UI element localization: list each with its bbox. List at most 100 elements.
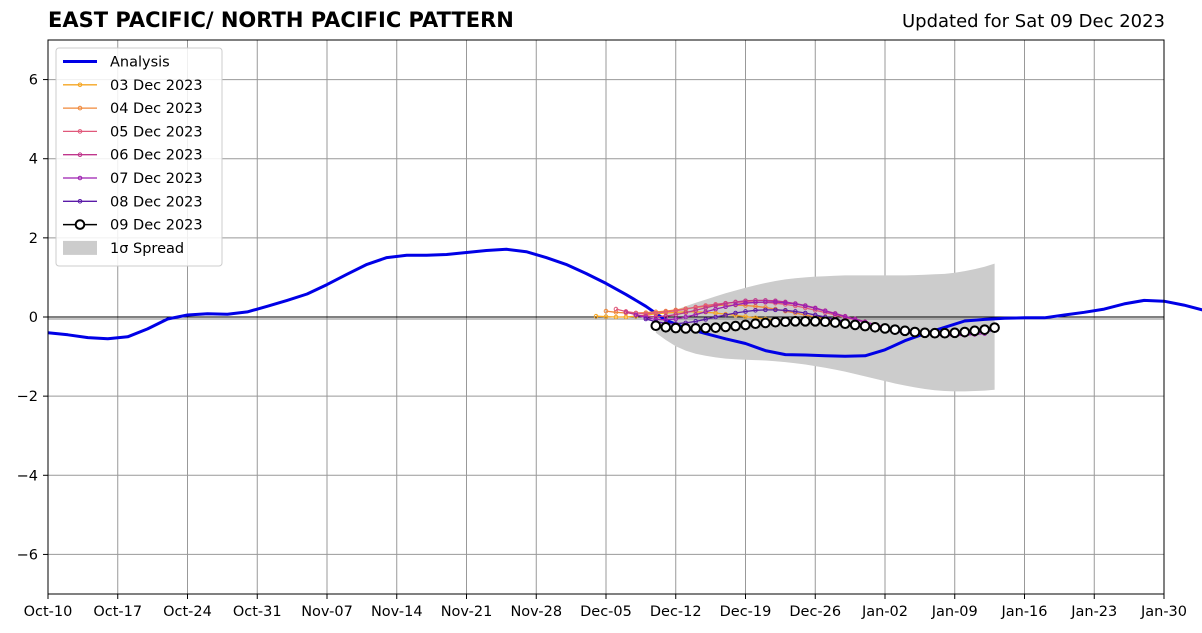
legend-marker: [77, 152, 83, 157]
forecast-point: [623, 309, 629, 315]
forecast-point: [889, 324, 901, 335]
forecast-point: [673, 316, 679, 322]
forecast-point: [723, 312, 728, 318]
forecast-point: [959, 326, 971, 338]
legend-entry: 04 Dec 2023: [63, 101, 203, 117]
forecast-point: [780, 316, 791, 328]
forecast-point: [793, 301, 798, 307]
legend: Analysis 03 Dec 2023 04 Dec 2023 05 Dec 202…: [55, 47, 223, 267]
forecast-point: [812, 305, 818, 311]
y-tick-label: 6: [29, 73, 38, 89]
forecast-point: [703, 317, 708, 322]
x-tick-label: Nov-14: [371, 604, 423, 620]
forecast-point: [613, 314, 619, 320]
legend-entry: 05 Dec 2023: [63, 124, 203, 140]
forecast-point: [809, 316, 821, 327]
legend-entry: 03 Dec 2023: [63, 78, 203, 94]
legend-marker: [77, 105, 83, 111]
legend-label: 1σ Spread: [110, 241, 184, 257]
forecast-point: [690, 323, 701, 334]
forecast-point: [770, 316, 781, 328]
forecast-point: [979, 324, 990, 335]
legend-box: [55, 47, 223, 267]
x-tick-label: Dec-05: [580, 604, 632, 620]
forecast-point: [663, 309, 669, 315]
forecast-point: [819, 316, 831, 328]
forecast-point: [842, 314, 848, 319]
x-tick-label: Dec-12: [650, 604, 702, 620]
legend-marker: [77, 82, 83, 88]
legend-label: Analysis: [110, 55, 170, 71]
forecast-point: [859, 320, 871, 332]
legend-marker: [77, 199, 83, 204]
chart-subtitle: Updated for Sat 09 Dec 2023: [901, 11, 1165, 32]
forecast-point: [822, 308, 828, 314]
legend-marker: [77, 129, 83, 134]
forecast-point: [670, 322, 682, 334]
forecast-point: [879, 323, 891, 334]
x-tick-label: Jan-02: [861, 604, 908, 620]
forecast-point: [743, 309, 748, 314]
forecast-point: [743, 314, 748, 319]
forecast-point: [899, 325, 911, 337]
x-tick-label: Nov-07: [301, 604, 353, 620]
forecast-point: [760, 317, 771, 329]
y-tick-label: −2: [17, 389, 38, 405]
y-tick-label: 4: [29, 152, 38, 168]
forecast-point: [660, 321, 672, 333]
forecast-point: [832, 311, 838, 317]
forecast-point: [949, 327, 961, 339]
legend-entry: Analysis: [63, 55, 170, 71]
forecast-point: [653, 314, 659, 319]
forecast-point: [723, 304, 728, 310]
series-layer: [47, 247, 1202, 358]
legend-marker: [77, 175, 83, 181]
legend-entry: 1σ Spread: [63, 240, 184, 257]
x-tick-label: Jan-16: [1000, 604, 1047, 620]
forecast-point: [743, 300, 748, 306]
legend-label: 06 Dec 2023: [110, 148, 203, 164]
x-tick-label: Oct-10: [24, 604, 73, 620]
forecast-point: [773, 307, 778, 313]
forecast-point: [710, 322, 721, 333]
forecast-point: [939, 327, 951, 339]
legend-label: 07 Dec 2023: [110, 171, 203, 187]
forecast-point: [753, 307, 758, 313]
forecast-point: [802, 303, 808, 309]
x-tick-label: Dec-19: [720, 604, 772, 620]
forecast-point: [683, 314, 689, 320]
forecast-point: [730, 320, 741, 332]
forecast-point: [593, 313, 599, 319]
forecast-point: [773, 299, 778, 305]
legend-label: 05 Dec 2023: [110, 124, 203, 140]
forecast-point: [693, 307, 698, 313]
forecast-point: [683, 310, 689, 315]
forecast-point: [753, 300, 758, 305]
forecast-point: [700, 322, 711, 334]
forecast-point: [869, 321, 881, 333]
x-tick-label: Oct-24: [163, 604, 212, 620]
tick-layer: Oct-10 Oct-17 Oct-24 Oct-31 Nov-07 Nov-14 Nov-…: [17, 73, 1187, 620]
legend-marker: [74, 219, 86, 230]
forecast-point: [603, 308, 609, 314]
spread-band: [655, 263, 995, 392]
legend-swatch: [63, 240, 97, 255]
y-tick-label: 0: [29, 310, 38, 326]
x-tick-label: Oct-17: [93, 604, 142, 620]
forecast-point: [790, 316, 801, 327]
x-tick-label: Jan-23: [1070, 604, 1117, 620]
forecast-point: [763, 307, 768, 313]
legend-entry: 08 Dec 2023: [63, 194, 203, 210]
y-tick-label: −4: [17, 468, 38, 484]
forecast-point: [989, 322, 1000, 333]
forecast-point: [713, 314, 718, 320]
forecast-point: [693, 319, 698, 324]
series-0: [47, 247, 1202, 358]
forecast-point: [793, 309, 798, 314]
forecast-point: [633, 312, 639, 318]
forecast-point: [802, 310, 808, 316]
forecast-point: [750, 318, 761, 330]
forecast-point: [703, 309, 708, 315]
analysis-line: [47, 247, 1202, 358]
